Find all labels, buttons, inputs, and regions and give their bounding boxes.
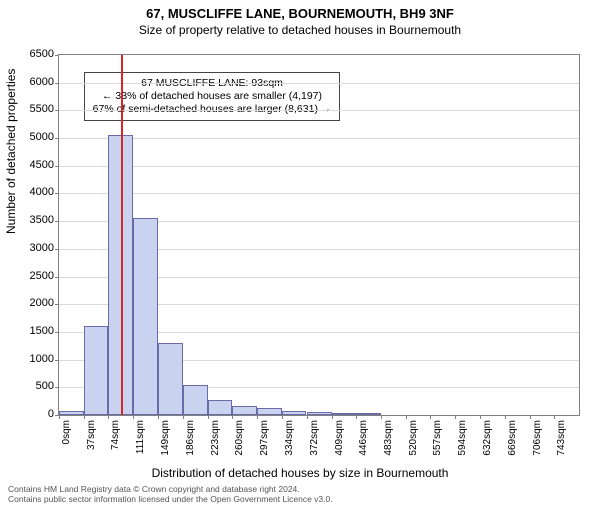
ytick-mark — [55, 249, 59, 250]
xtick-label: 557sqm — [432, 420, 443, 456]
histogram-bar — [356, 413, 381, 415]
xtick-label: 334sqm — [284, 420, 295, 456]
ytick-label: 6500 — [14, 48, 54, 60]
ytick-label: 0 — [14, 408, 54, 420]
xtick-mark — [480, 415, 481, 419]
xtick-label: 149sqm — [160, 420, 171, 456]
xtick-label: 669sqm — [507, 420, 518, 456]
xtick-mark — [282, 415, 283, 419]
xtick-label: 446sqm — [358, 420, 369, 456]
xtick-mark — [232, 415, 233, 419]
histogram-bar — [282, 411, 307, 415]
xtick-mark — [381, 415, 382, 419]
ytick-label: 1000 — [14, 353, 54, 365]
xtick-mark — [183, 415, 184, 419]
histogram-bar — [257, 408, 282, 415]
ytick-mark — [55, 166, 59, 167]
xtick-label: 632sqm — [482, 420, 493, 456]
xtick-label: 223sqm — [210, 420, 221, 456]
footer-line2: Contains public sector information licen… — [8, 495, 333, 504]
xtick-mark — [307, 415, 308, 419]
xtick-label: 111sqm — [135, 420, 146, 454]
ytick-label: 5000 — [14, 131, 54, 143]
ytick-label: 4500 — [14, 159, 54, 171]
footer-attribution: Contains HM Land Registry data © Crown c… — [8, 485, 333, 504]
xtick-mark — [530, 415, 531, 419]
ytick-mark — [55, 221, 59, 222]
xtick-label: 0sqm — [61, 420, 72, 444]
xtick-mark — [554, 415, 555, 419]
ytick-mark — [55, 193, 59, 194]
xtick-label: 409sqm — [334, 420, 345, 456]
xtick-mark — [257, 415, 258, 419]
histogram-bar — [307, 412, 332, 415]
gridline — [59, 110, 579, 111]
xtick-label: 520sqm — [408, 420, 419, 456]
ytick-label: 2500 — [14, 270, 54, 282]
annotation-line2: ← 33% of detached houses are smaller (4,… — [93, 90, 332, 103]
xtick-mark — [158, 415, 159, 419]
ytick-label: 4000 — [14, 186, 54, 198]
xtick-label: 260sqm — [234, 420, 245, 456]
xtick-mark — [406, 415, 407, 419]
xtick-label: 743sqm — [556, 420, 567, 456]
ytick-mark — [55, 55, 59, 56]
gridline — [59, 193, 579, 194]
xtick-mark — [59, 415, 60, 419]
ytick-mark — [55, 332, 59, 333]
ytick-label: 500 — [14, 380, 54, 392]
xtick-label: 594sqm — [457, 420, 468, 456]
xtick-label: 706sqm — [532, 420, 543, 456]
histogram-bar — [59, 411, 84, 415]
xtick-label: 297sqm — [259, 420, 270, 456]
xtick-mark — [108, 415, 109, 419]
ytick-mark — [55, 83, 59, 84]
xtick-label: 37sqm — [86, 420, 97, 450]
gridline — [59, 83, 579, 84]
gridline — [59, 138, 579, 139]
ytick-label: 5500 — [14, 103, 54, 115]
ytick-mark — [55, 360, 59, 361]
page-title: 67, MUSCLIFFE LANE, BOURNEMOUTH, BH9 3NF — [0, 6, 600, 21]
ytick-label: 3500 — [14, 214, 54, 226]
xtick-mark — [133, 415, 134, 419]
xtick-mark — [84, 415, 85, 419]
ytick-label: 6000 — [14, 76, 54, 88]
ytick-mark — [55, 110, 59, 111]
histogram-bar — [332, 413, 357, 415]
histogram-bar — [84, 326, 109, 415]
histogram-bar — [208, 400, 233, 416]
ytick-label: 3000 — [14, 242, 54, 254]
histogram-bar — [133, 218, 158, 415]
ytick-mark — [55, 304, 59, 305]
page-subtitle: Size of property relative to detached ho… — [0, 23, 600, 37]
xtick-label: 186sqm — [185, 420, 196, 456]
xtick-label: 372sqm — [309, 420, 320, 456]
histogram-bar — [183, 385, 208, 415]
marker-line — [121, 55, 123, 415]
ytick-label: 2000 — [14, 297, 54, 309]
histogram-bar — [158, 343, 183, 415]
ytick-mark — [55, 387, 59, 388]
histogram-plot: 67 MUSCLIFFE LANE: 93sqm ← 33% of detach… — [58, 54, 580, 416]
y-axis-label: Number of detached properties — [4, 69, 18, 234]
xtick-mark — [356, 415, 357, 419]
xtick-label: 483sqm — [383, 420, 394, 456]
xtick-mark — [208, 415, 209, 419]
xtick-mark — [455, 415, 456, 419]
ytick-mark — [55, 277, 59, 278]
gridline — [59, 166, 579, 167]
x-axis-label: Distribution of detached houses by size … — [0, 466, 600, 480]
ytick-mark — [55, 138, 59, 139]
histogram-bar — [232, 406, 257, 415]
xtick-mark — [430, 415, 431, 419]
xtick-mark — [505, 415, 506, 419]
xtick-mark — [332, 415, 333, 419]
xtick-label: 74sqm — [110, 420, 121, 450]
ytick-label: 1500 — [14, 325, 54, 337]
